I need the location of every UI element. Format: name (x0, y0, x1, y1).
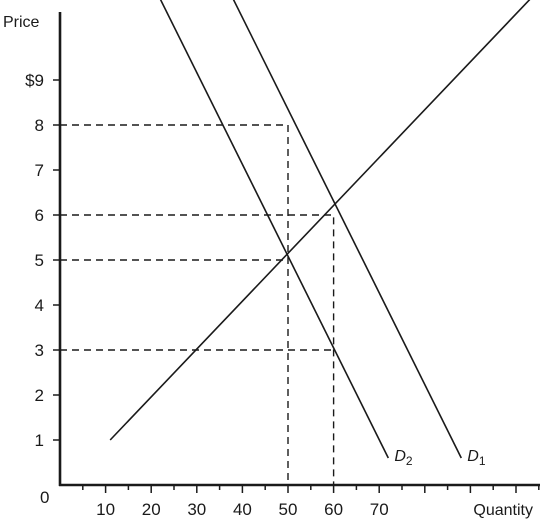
y-tick-label-4: 4 (35, 296, 44, 315)
curve-d1 (232, 0, 462, 459)
axes-layer (58, 12, 540, 487)
x-tick-label-20: 20 (142, 500, 161, 519)
x-tick-label-70: 70 (370, 500, 389, 519)
curve-s (109, 0, 531, 441)
labels-layer: Price Quantity 0 (3, 14, 533, 519)
guides-layer (60, 124, 335, 485)
y-tick-label-2: 2 (35, 386, 44, 405)
curves-layer: SD1D2 (109, 0, 531, 468)
y-tick-label-3: 3 (35, 341, 44, 360)
x-tick-label-50: 50 (279, 500, 298, 519)
curve-label-subscript-d2: 2 (406, 454, 413, 468)
x-tick-label-60: 60 (324, 500, 343, 519)
y-tick-label-9: $9 (25, 71, 44, 90)
x-tick-label-10: 10 (96, 500, 115, 519)
curve-label-subscript-d1: 1 (479, 454, 486, 468)
curve-label-d1: D1 (467, 448, 486, 468)
y-tick-label-8: 8 (35, 116, 44, 135)
y-axis-title: Price (3, 14, 40, 31)
y-tick-label-1: 1 (35, 431, 44, 450)
y-tick-label-7: 7 (35, 161, 44, 180)
x-tick-label-30: 30 (187, 500, 206, 519)
origin-label: 0 (40, 488, 49, 507)
curve-d2 (159, 0, 390, 459)
curve-label-d2: D2 (394, 448, 413, 468)
x-axis-title: Quantity (473, 502, 533, 519)
guide-line-1 (60, 124, 289, 485)
y-tick-label-5: 5 (35, 251, 44, 270)
y-tick-label-6: 6 (35, 206, 44, 225)
x-tick-label-40: 40 (233, 500, 252, 519)
